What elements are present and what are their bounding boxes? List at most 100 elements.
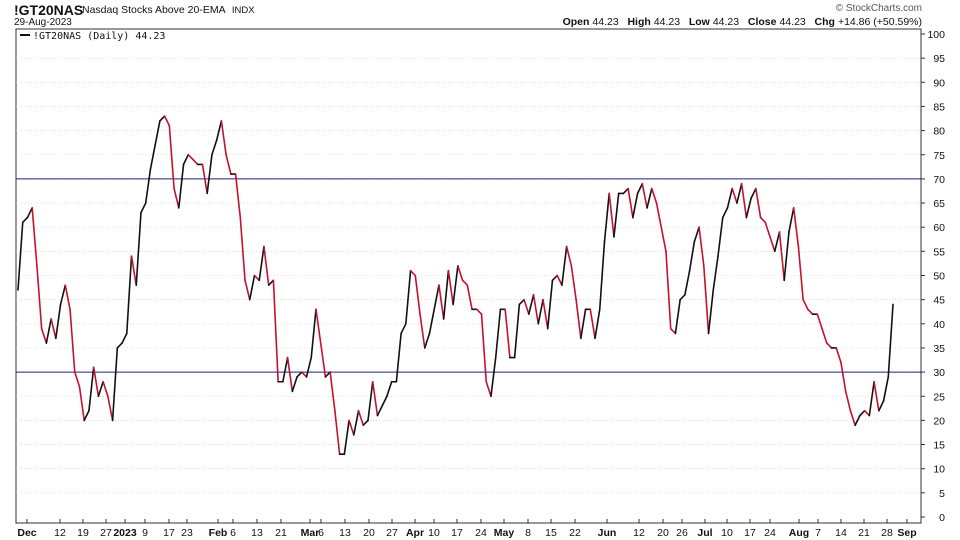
series-segment xyxy=(528,294,535,315)
series-point xyxy=(306,376,307,377)
series-segment xyxy=(807,308,814,315)
series-segment xyxy=(409,269,417,277)
series-segment xyxy=(419,313,426,349)
series-point xyxy=(769,236,770,237)
series-segment xyxy=(315,308,322,344)
series-point xyxy=(36,265,37,266)
series-point xyxy=(869,415,870,416)
high-value: 44.23 xyxy=(653,16,681,28)
series-point xyxy=(481,314,482,315)
series-point xyxy=(320,343,321,344)
series-point xyxy=(226,154,227,155)
series-segment xyxy=(55,303,62,340)
series-point xyxy=(656,202,657,203)
series-point xyxy=(694,241,695,242)
series-point xyxy=(505,309,506,310)
series-point xyxy=(788,231,789,232)
series-segment xyxy=(636,182,644,195)
series-segment xyxy=(154,120,161,146)
series-point xyxy=(240,217,241,218)
y-tick-label: 35 xyxy=(933,343,945,355)
series-point xyxy=(211,154,212,155)
series-point xyxy=(495,357,496,358)
series-segment xyxy=(17,221,24,291)
series-point xyxy=(708,333,709,334)
series-segment xyxy=(835,347,842,364)
y-tick-label: 100 xyxy=(927,29,945,41)
series-segment xyxy=(334,409,341,456)
series-point xyxy=(609,193,610,194)
series-segment xyxy=(319,342,327,378)
series-point xyxy=(207,193,208,194)
low-label: Low xyxy=(688,16,710,28)
x-tick-label: 9 xyxy=(142,527,148,539)
chg-label: Chg xyxy=(814,16,835,28)
y-tick-label: 15 xyxy=(933,440,945,452)
series-segment xyxy=(395,332,402,383)
x-tick-label: Mar xyxy=(301,527,320,539)
series-segment xyxy=(854,414,861,427)
series-point xyxy=(363,425,364,426)
x-tick-label: Dec xyxy=(17,527,36,539)
x-tick-label: 6 xyxy=(230,527,236,539)
series-segment xyxy=(163,115,171,127)
series-segment xyxy=(258,245,265,282)
series-segment xyxy=(386,380,393,398)
series-segment xyxy=(684,269,691,296)
x-tick-label: 21 xyxy=(858,527,870,539)
series-segment xyxy=(546,279,554,330)
symbol-title: !GT20NAS xyxy=(14,2,84,18)
series-point xyxy=(32,207,33,208)
series-point xyxy=(533,294,534,295)
x-tick-label: 26 xyxy=(676,527,688,539)
series-point xyxy=(192,159,193,160)
series-segment xyxy=(788,207,795,233)
series-point xyxy=(732,188,733,189)
series-segment xyxy=(674,298,681,335)
series-point xyxy=(244,280,245,281)
series-point xyxy=(467,285,468,286)
series-point xyxy=(765,222,766,223)
series-point xyxy=(121,343,122,344)
series-point xyxy=(74,372,75,373)
series-segment xyxy=(542,298,549,330)
series-point xyxy=(117,347,118,348)
x-tick-label: Jul xyxy=(697,527,712,539)
series-segment xyxy=(371,380,379,417)
series-point xyxy=(263,246,264,247)
series-point xyxy=(84,420,85,421)
series-point xyxy=(703,265,704,266)
series-point xyxy=(301,372,302,373)
series-point xyxy=(79,386,80,387)
series-point xyxy=(585,309,586,310)
series-segment xyxy=(173,187,180,209)
series-point xyxy=(746,217,747,218)
series-segment xyxy=(660,226,667,253)
series-segment xyxy=(73,371,81,388)
series-point xyxy=(216,140,217,141)
copyright-link[interactable]: © StockCharts.com xyxy=(836,3,922,14)
x-tick-label: 10 xyxy=(721,527,733,539)
ohlc-summary: Open 44.23 High 44.23 Low 44.23 Close 44.23 … xyxy=(563,16,922,28)
series-point xyxy=(784,280,785,281)
series-point xyxy=(831,347,832,348)
series-segment xyxy=(551,274,558,282)
series-point xyxy=(429,333,430,334)
series-point xyxy=(471,309,472,310)
series-segment xyxy=(703,265,710,335)
series-segment xyxy=(367,380,374,422)
series-segment xyxy=(211,139,218,156)
series-segment xyxy=(480,313,488,383)
series-point xyxy=(675,333,676,334)
series-point xyxy=(713,289,714,290)
x-tick-label: 22 xyxy=(569,527,581,539)
reference-lines xyxy=(16,178,921,373)
x-tick-label: 23 xyxy=(181,527,193,539)
low-value: 44.23 xyxy=(712,16,740,28)
series-point xyxy=(150,169,151,170)
series-point xyxy=(613,236,614,237)
series-point xyxy=(69,309,70,310)
series-segment xyxy=(598,240,606,311)
series-segment xyxy=(178,163,185,209)
